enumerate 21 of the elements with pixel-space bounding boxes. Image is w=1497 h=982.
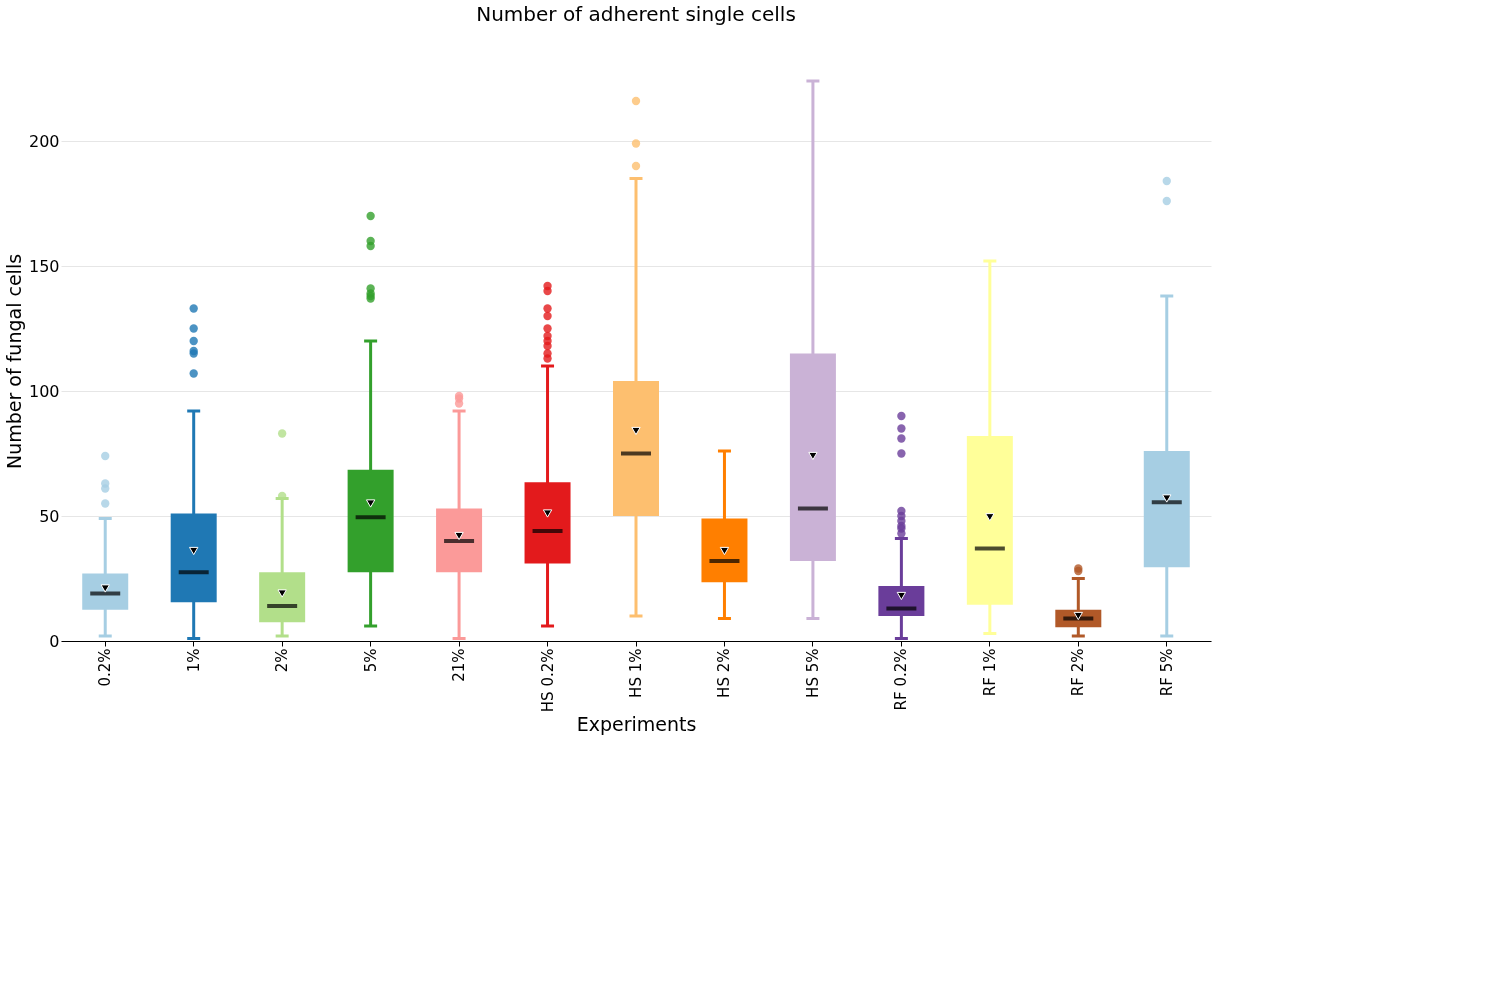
x-tick-label: 2% bbox=[273, 648, 292, 673]
x-axis-title: Experiments bbox=[576, 713, 697, 736]
y-tick-label: 0 bbox=[49, 631, 60, 651]
y-axis-title: Number of fungal cells bbox=[2, 253, 25, 470]
x-tick-label: HS 2% bbox=[715, 648, 734, 698]
y-tick-label: 200 bbox=[28, 131, 60, 151]
x-tick-label: RF 1% bbox=[980, 648, 999, 697]
chart-title: Number of adherent single cells bbox=[476, 2, 796, 26]
y-tick-label: 150 bbox=[28, 256, 60, 276]
x-tick-label: 1% bbox=[184, 648, 203, 673]
x-tick-label: RF 0.2% bbox=[892, 648, 911, 711]
y-tick-label: 50 bbox=[39, 506, 60, 526]
x-tick-label: 21% bbox=[450, 648, 469, 682]
x-tick-label: RF 2% bbox=[1069, 648, 1088, 697]
x-tick-label: HS 0.2% bbox=[538, 648, 557, 713]
x-tick-label: 5% bbox=[361, 648, 380, 673]
x-tick-label: RF 5% bbox=[1157, 648, 1176, 697]
x-tick-label: 0.2% bbox=[96, 648, 115, 687]
y-tick-label: 100 bbox=[28, 381, 60, 401]
x-tick-label: HS 5% bbox=[803, 648, 822, 698]
x-tick-label: HS 1% bbox=[627, 648, 645, 698]
